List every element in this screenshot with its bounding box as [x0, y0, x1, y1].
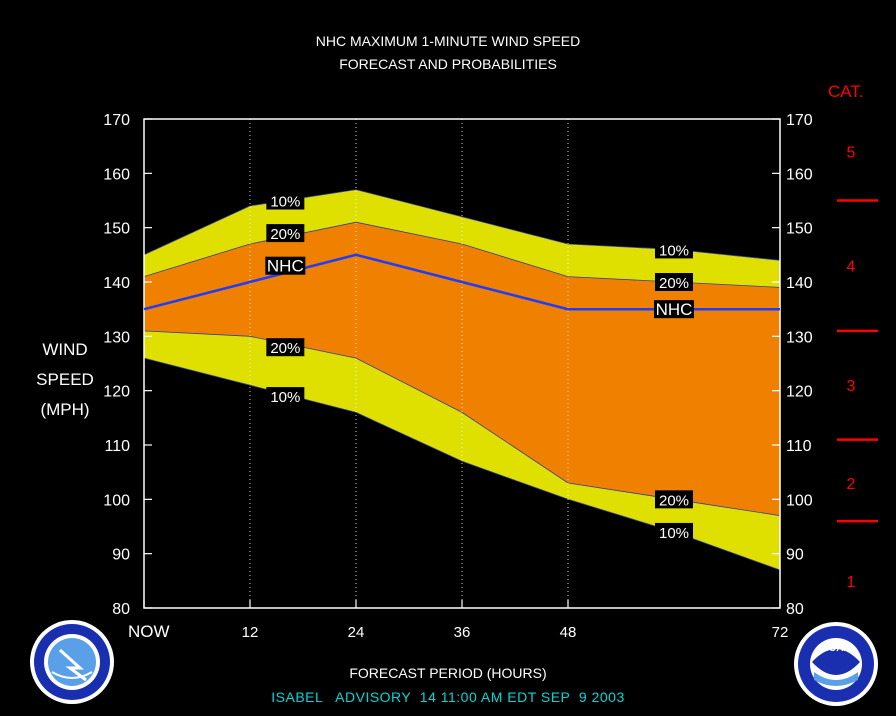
- y-tick-label-left: 150: [103, 221, 130, 238]
- annotation-label: 10%: [659, 242, 689, 259]
- y-tick-label-right: 160: [786, 166, 813, 183]
- y-tick-label-right: 80: [786, 601, 804, 618]
- noaa-logo: [794, 622, 878, 706]
- annotation-box: [655, 240, 693, 259]
- hurricane-categories: 5 4 3 2 1: [837, 145, 878, 591]
- category-label: 1: [847, 574, 856, 591]
- annotation-label: 10%: [270, 389, 300, 406]
- y-tick-label-left: 130: [103, 329, 130, 346]
- annotation-label: 20%: [270, 226, 300, 243]
- y-tick-label-left: 110: [104, 438, 130, 455]
- category-label: 2: [847, 476, 856, 493]
- annotation-box: [266, 191, 305, 210]
- annotation-label: NHC: [656, 300, 693, 319]
- category-header: CAT.: [828, 82, 864, 101]
- y-tick-label-right: 170: [786, 112, 813, 129]
- y-axis-label-line3: (MPH): [40, 400, 90, 419]
- y-tick-label-left: 170: [103, 112, 130, 129]
- y-tick-label-right: 140: [786, 275, 813, 292]
- annotation-label: 10%: [659, 525, 689, 542]
- annotation-box: [265, 256, 306, 275]
- lightning-icon: [58, 648, 87, 682]
- x-tick-label: NOW: [128, 622, 170, 641]
- y-tick-label-left: 140: [103, 275, 130, 292]
- y-tick-label-left: 100: [103, 492, 130, 509]
- annotation-label: NHC: [267, 257, 304, 276]
- vertical-gridlines: [249, 119, 569, 608]
- y-tick-label-right: 100: [786, 492, 813, 509]
- category-label: 5: [847, 145, 856, 162]
- x-tick-label: 24: [348, 624, 365, 641]
- annotation-box: [655, 522, 693, 541]
- category-label: 4: [847, 259, 856, 276]
- y-tick-label-right: 90: [786, 547, 804, 564]
- nws-logo: [30, 620, 114, 704]
- x-axis-label: FORECAST PERIOD (HOURS): [349, 665, 547, 681]
- annotation-box: [655, 273, 693, 291]
- y-tick-label-right: 110: [786, 438, 812, 455]
- advisory-footer: ISABEL ADVISORY 14 11:00 AM EDT SEP 9 20…: [271, 689, 625, 705]
- y-tick-label-left: 120: [103, 384, 130, 401]
- y-axis-label-line1: WIND: [42, 340, 88, 359]
- x-tick-label: 36: [454, 624, 471, 641]
- y-axis-label-line2: SPEED: [36, 370, 94, 389]
- annotation-box: [266, 224, 305, 243]
- x-tick-label: 72: [772, 624, 789, 641]
- y-tick-label-left: 80: [112, 601, 130, 618]
- annotation-label: 20%: [659, 492, 689, 509]
- annotation-box: [655, 490, 693, 509]
- chart-title-line1: NHC MAXIMUM 1-MINUTE WIND SPEED: [315, 33, 581, 49]
- y-axis-ticks: 80 80 90 90 100 100 110 110 120 120 130 130 140 140 15…: [103, 112, 813, 618]
- category-label: 3: [847, 378, 856, 395]
- y-tick-label-right: 150: [786, 221, 813, 238]
- annotation-label: 10%: [270, 194, 300, 211]
- x-tick-label: 48: [560, 624, 577, 641]
- x-axis-ticks: NOW 12 24 36 48 72: [128, 600, 788, 641]
- y-tick-label-left: 90: [112, 547, 130, 564]
- annotation-label: 20%: [270, 340, 300, 357]
- chart-title-line2: FORECAST AND PROBABILITIES: [339, 56, 557, 72]
- band-annotations: 10% 20% NHC 20% 10% 10% 20% NHC 20% 10%: [265, 191, 694, 542]
- annotation-box: [266, 387, 305, 406]
- x-tick-label: 12: [242, 624, 259, 641]
- y-tick-label-right: 120: [786, 384, 813, 401]
- noaa-logo-text: NOAA: [821, 643, 850, 654]
- annotation-box: [266, 338, 305, 357]
- annotation-label: 20%: [659, 275, 689, 292]
- annotation-box: [654, 300, 694, 319]
- y-tick-label-right: 130: [786, 329, 813, 346]
- y-tick-label-left: 160: [103, 166, 130, 183]
